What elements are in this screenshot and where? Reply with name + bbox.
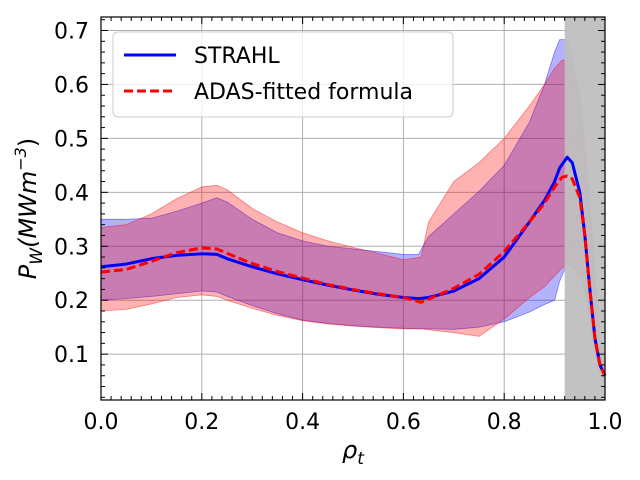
shaded-region: [564, 17, 605, 400]
series-lines: [100, 155, 607, 377]
x-tick-label-1: 0.2: [184, 410, 219, 435]
legend-label-adas: ADAS-fitted formula: [194, 80, 413, 105]
y-axis-label-units-sup: −3: [11, 147, 30, 171]
x-tick-label-3: 0.6: [386, 410, 421, 435]
legend-box: [112, 31, 454, 118]
y-tick-label-4: 0.5: [54, 127, 89, 152]
x-axis-label: ρt: [342, 436, 365, 469]
y-tick-label-2: 0.3: [54, 235, 89, 260]
legend: STRAHL ADAS-fitted formula: [112, 31, 454, 118]
y-tick-label-1: 0.2: [54, 289, 89, 314]
x-tick-label-0: 0.0: [84, 410, 119, 435]
tick-labels: 0.0 0.2 0.4 0.6 0.8 1.0 0.1 0.2 0.3 0.4 0.5 0.6 0.7: [54, 19, 623, 435]
legend-label-strahl: STRAHL: [194, 44, 280, 69]
y-axis-label-units-close: ): [14, 138, 42, 147]
y-tick-label-5: 0.6: [54, 73, 89, 98]
x-axis-label-sub: t: [357, 449, 365, 469]
y-tick-label-0: 0.1: [54, 343, 89, 368]
line-adas: [100, 174, 607, 377]
x-tick-label-5: 1.0: [588, 410, 623, 435]
x-tick-label-4: 0.8: [487, 410, 522, 435]
y-tick-label-3: 0.4: [54, 181, 89, 206]
y-axis-label-sub: W: [27, 247, 47, 265]
y-axis-label-main: P: [14, 264, 42, 279]
y-axis-label: PW(MWm−3): [11, 138, 47, 279]
x-axis-label-main: ρ: [342, 436, 357, 464]
y-axis-label-units: (MWm: [14, 171, 42, 248]
x-tick-label-2: 0.4: [285, 410, 320, 435]
axis-ticks: [100, 17, 606, 400]
y-tick-label-6: 0.7: [54, 19, 89, 44]
